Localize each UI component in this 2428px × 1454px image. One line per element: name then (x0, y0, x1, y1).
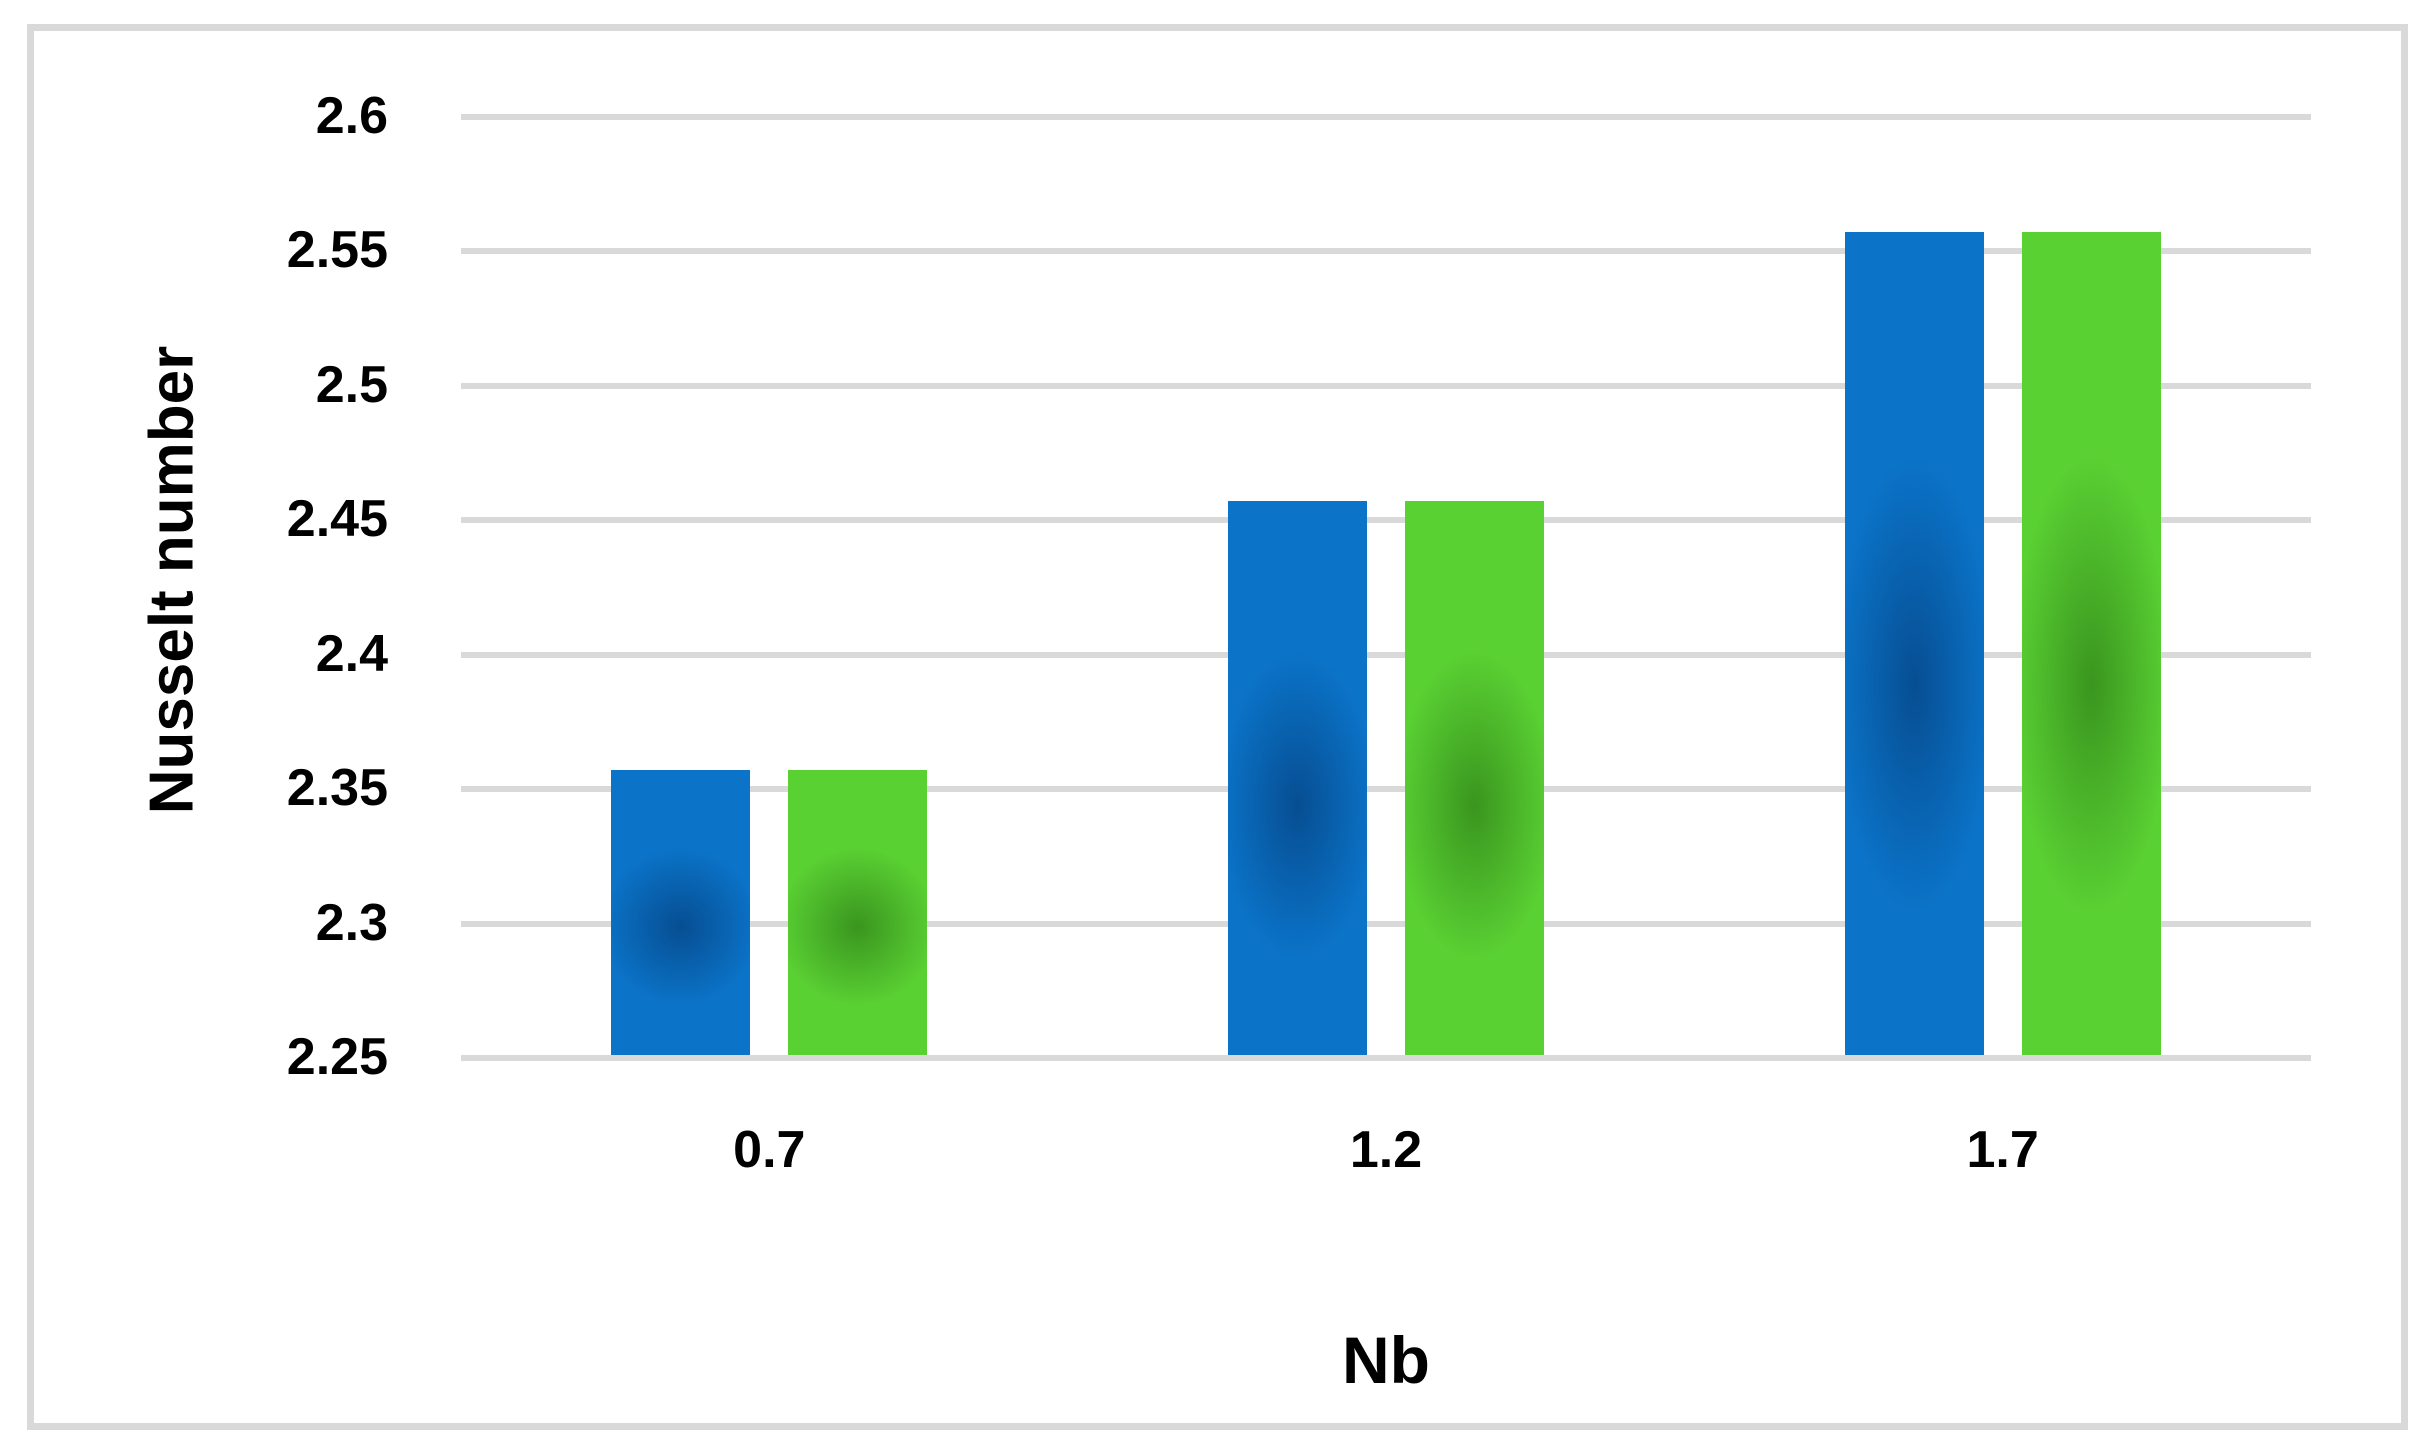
y-tick-label-2.55: 2.55 (286, 220, 388, 279)
bar-blue-1.7 (1844, 232, 1984, 1055)
y-tick-label-2.45: 2.45 (286, 489, 388, 548)
gridline-2.5 (461, 382, 2311, 389)
bar-blue-1.2 (1228, 501, 1367, 1055)
y-tick-label-2.3: 2.3 (315, 893, 388, 952)
x-tick-label-1.7: 1.7 (1966, 1121, 2039, 1179)
y-tick-label-2.35: 2.35 (286, 758, 388, 817)
gridline-2.45 (461, 517, 2311, 523)
bar-green-1.2 (1405, 501, 1544, 1055)
y-tick-label-2.5: 2.5 (315, 355, 388, 414)
gridline-2.4 (461, 651, 2311, 658)
y-tick-label-2.25: 2.25 (286, 1027, 388, 1086)
gridline-2.25 (461, 1055, 2311, 1061)
bar-blue-0.7 (611, 770, 751, 1055)
gridline-2.6 (461, 113, 2311, 120)
x-axis-title: Nb (1342, 1323, 1430, 1397)
x-tick-label-0.7: 0.7 (733, 1121, 806, 1179)
gridline-2.55 (461, 248, 2311, 254)
bar-green-1.7 (2021, 232, 2161, 1055)
gridline-2.3 (461, 920, 2311, 927)
x-tick-label-1.2: 1.2 (1349, 1121, 1423, 1179)
chart-frame (27, 24, 2408, 1430)
y-tick-label-2.4: 2.4 (315, 624, 388, 683)
bar-green-0.7 (788, 770, 928, 1055)
y-axis-title: Nusselt number (137, 345, 207, 815)
gridline-2.35 (461, 786, 2311, 792)
y-tick-label-2.6: 2.6 (315, 86, 388, 145)
